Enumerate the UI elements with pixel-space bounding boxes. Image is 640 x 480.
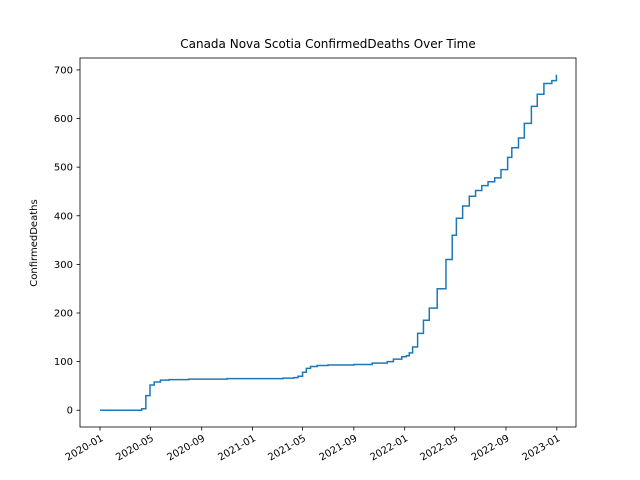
x-tick-label: 2020-01 — [64, 433, 106, 463]
y-tick-label: 400 — [54, 211, 73, 222]
chart-title: Canada Nova Scotia ConfirmedDeaths Over … — [180, 37, 476, 51]
y-tick-label: 200 — [54, 308, 73, 319]
y-tick-label: 100 — [54, 357, 73, 368]
x-tick-label: 2021-05 — [266, 433, 308, 463]
x-axis: 2020-01 2020-05 2020-09 2021-01 2021-05 2021-… — [64, 427, 563, 463]
plot-frame — [79, 57, 577, 428]
x-tick-label: 2021-01 — [216, 433, 258, 463]
y-tick-label: 300 — [54, 260, 73, 271]
x-tick-label: 2021-09 — [318, 433, 360, 463]
x-tick-label: 2022-05 — [419, 433, 461, 463]
y-tick-label: 600 — [54, 114, 73, 125]
y-tick-label: 500 — [54, 163, 73, 174]
x-tick-label: 2020-09 — [166, 433, 208, 463]
y-axis: 0 100 200 300 400 500 600 700 — [54, 65, 80, 417]
y-axis-label: ConfirmedDeaths — [29, 199, 40, 286]
x-tick-label: 2023-01 — [521, 433, 563, 463]
x-tick-label: 2022-01 — [368, 433, 410, 463]
y-tick-label: 700 — [54, 65, 73, 76]
series-line — [100, 74, 558, 411]
x-tick-label: 2022-09 — [470, 433, 512, 463]
x-tick-label: 2020-05 — [114, 433, 156, 463]
y-tick-label: 0 — [67, 406, 73, 417]
